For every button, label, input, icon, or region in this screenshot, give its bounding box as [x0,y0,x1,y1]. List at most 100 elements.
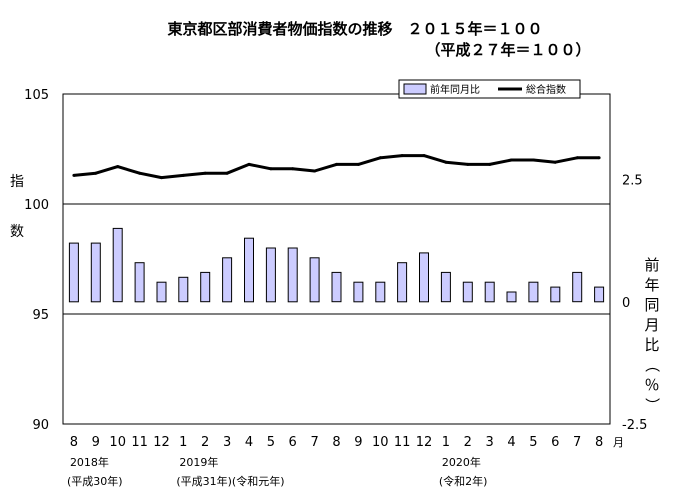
left-axis-label-char: 指 [10,174,24,190]
month-unit-label: 月 [613,436,624,449]
chart-title-line1: 東京都区部消費者物価指数の推移 ２０１５年＝１００ [167,20,542,38]
line-point-16 [422,154,426,158]
bar-4 [156,281,167,303]
line-point-9 [269,167,273,171]
right-axis-label-char: （ [643,357,661,372]
bar-21 [528,281,539,303]
line-point-7 [225,171,229,175]
line-point-23 [575,156,579,160]
x-tick-label: 2 [464,435,472,450]
line-point-10 [291,167,295,171]
era-label: (平成31年)(令和元年) [176,474,284,488]
line-point-13 [356,162,360,166]
chart-title-line2: （平成２７年＝１００） [425,41,590,59]
left-tick-label: 100 [24,198,49,213]
bar-15 [397,262,408,303]
bar-3 [134,262,145,303]
left-axis-label: 指数 [10,174,24,240]
right-axis-ticks: -2.5 0 2.5 [622,174,647,433]
legend-bar-label: 前年同月比 [430,83,480,96]
x-tick-label: 9 [92,435,100,450]
year-labels: 2018年 (平成30年) 2019年 (平成31年)(令和元年) 2020年 (令和2年… [67,455,488,488]
line-point-4 [160,176,163,180]
x-tick-label: 7 [310,435,318,450]
x-tick-label: 1 [179,435,187,450]
index-line [73,154,600,180]
x-axis-labels: 8 9 10 11 12 1 2 3 4 5 6 7 8 9 10 11 12 1 2 3 4 5 6 7 8 月 [70,435,624,450]
left-tick-label: 105 [24,88,49,103]
x-tick-label: 6 [289,435,297,450]
year-label: 2020年 [442,455,481,469]
right-axis-label-char: ％ [644,376,659,394]
legend-line-label: 総合指数 [526,83,566,96]
line-point-1 [94,171,98,175]
x-tick-label: 6 [551,435,559,450]
bar-10 [287,247,298,303]
x-tick-label: 11 [131,435,148,450]
x-tick-label: 12 [153,435,170,450]
left-tick-label: 90 [32,418,49,433]
x-tick-label: 4 [507,435,515,450]
left-tick-label: 95 [32,308,49,323]
year-label: 2018年 [70,455,109,469]
right-tick-label: 2.5 [622,174,643,189]
right-axis-label-char: 同 [644,296,659,314]
x-tick-label: 8 [332,435,340,450]
bar-24 [594,286,605,303]
bar-series [68,227,605,303]
x-tick-label: 10 [372,435,389,450]
x-tick-label: 8 [70,435,78,450]
year-label: 2019年 [179,455,218,469]
plot-area [62,93,611,425]
right-axis-label: 前年同月比 （ ％ ） [643,256,661,413]
right-tick-label: 0 [622,296,630,311]
bar-11 [309,257,320,303]
line-point-2 [116,165,120,169]
bar-19 [484,281,495,303]
bar-1 [90,242,101,303]
legend-bar-swatch [403,83,427,95]
line-point-19 [488,162,492,166]
right-axis-label-char: ） [643,397,661,412]
line-point-22 [553,160,557,164]
bar-14 [375,281,386,303]
line-point-20 [510,158,513,162]
x-tick-label: 10 [109,435,126,450]
x-tick-label: 5 [267,435,275,450]
x-tick-label: 5 [529,435,537,450]
x-tick-label: 9 [354,435,362,450]
legend-box [398,79,581,99]
line-point-6 [203,171,207,175]
x-tick-label: 3 [223,435,231,450]
bar-0 [68,242,79,303]
bar-7 [222,257,233,303]
x-tick-label: 2 [201,435,209,450]
line-point-17 [444,160,448,164]
line-point-24 [597,156,601,160]
right-axis-label-char: 前 [644,256,659,274]
bar-20 [506,291,517,303]
line-point-11 [313,169,317,173]
right-axis-label-char: 年 [644,276,659,294]
bar-18 [462,281,473,303]
bar-16 [419,252,429,303]
legend: 前年同月比 総合指数 [398,79,581,99]
x-tick-label: 3 [486,435,494,450]
bar-17 [440,271,451,303]
era-label: (令和2年) [439,474,488,488]
line-point-12 [335,162,338,166]
x-tick-label: 12 [416,435,433,450]
line-point-3 [138,171,142,175]
bar-8 [244,237,254,303]
line-point-21 [531,158,535,162]
bar-6 [200,271,211,303]
line-point-0 [72,173,76,177]
bar-5 [178,276,189,303]
left-axis-label-char: 数 [10,224,24,240]
line-point-14 [378,156,382,160]
x-tick-label: 4 [245,435,253,450]
left-axis-ticks: 90 95 100 105 [24,88,49,433]
right-tick-label: -2.5 [622,418,647,433]
x-tick-label: 1 [442,435,450,450]
